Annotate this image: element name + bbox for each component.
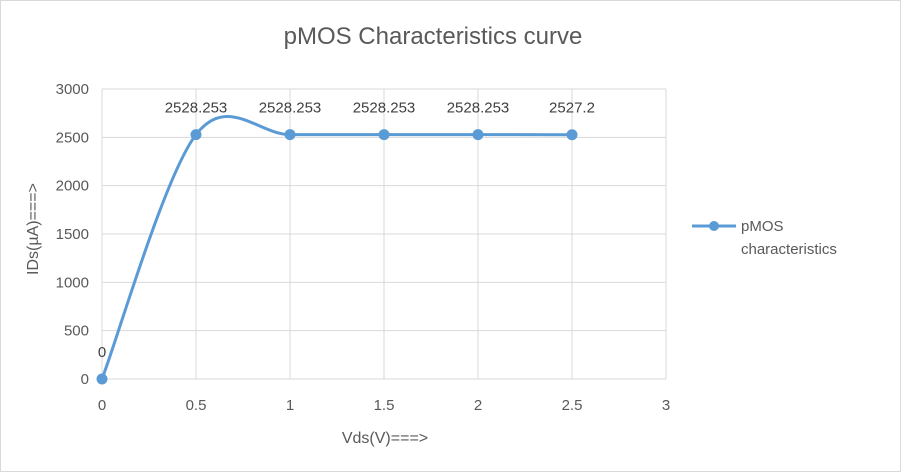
y-tick-label: 2000 xyxy=(56,178,89,195)
y-tick-label: 2500 xyxy=(56,129,89,146)
series-group xyxy=(96,115,578,385)
y-axis-title: IDs(µA)===> xyxy=(25,183,42,275)
x-tick-label: 2 xyxy=(474,397,482,414)
data-label: 2527.2 xyxy=(549,100,595,117)
x-axis-title: Vds(V)===> xyxy=(342,430,428,447)
data-point xyxy=(96,373,108,385)
chart-title: pMOS Characteristics curve xyxy=(284,23,583,50)
series-line xyxy=(100,115,573,380)
x-tick-label: 0 xyxy=(98,397,106,414)
data-point xyxy=(284,129,296,141)
y-tick-label: 1500 xyxy=(56,226,89,243)
data-point xyxy=(378,129,390,141)
x-tick-label: 0.5 xyxy=(186,397,207,414)
x-axis-ticks: 0 0.5 1 1.5 2 2.5 3 xyxy=(98,397,670,414)
data-label: 0 xyxy=(98,344,106,361)
x-tick-label: 2.5 xyxy=(562,397,583,414)
data-point xyxy=(472,129,484,141)
data-labels: 0 2528.253 2528.253 2528.253 2528.253 2527.2 xyxy=(98,100,595,361)
legend-entry: pMOS characteristics xyxy=(741,218,837,258)
legend: pMOS characteristics xyxy=(692,218,837,258)
data-point xyxy=(566,129,578,141)
y-tick-label: 3000 xyxy=(56,81,89,98)
x-tick-label: 1.5 xyxy=(374,397,395,414)
y-tick-label: 0 xyxy=(81,371,89,388)
y-tick-label: 500 xyxy=(64,323,89,340)
x-tick-label: 1 xyxy=(286,397,294,414)
data-label: 2528.253 xyxy=(259,100,322,117)
data-point xyxy=(190,129,202,141)
y-axis-ticks: 0 500 1000 1500 2000 2500 3000 xyxy=(56,81,89,388)
data-label: 2528.253 xyxy=(353,100,416,117)
x-tick-label: 3 xyxy=(662,397,670,414)
y-tick-label: 1000 xyxy=(56,274,89,291)
data-label: 2528.253 xyxy=(165,100,228,117)
data-label: 2528.253 xyxy=(447,100,510,117)
legend-point-marker xyxy=(709,221,719,231)
